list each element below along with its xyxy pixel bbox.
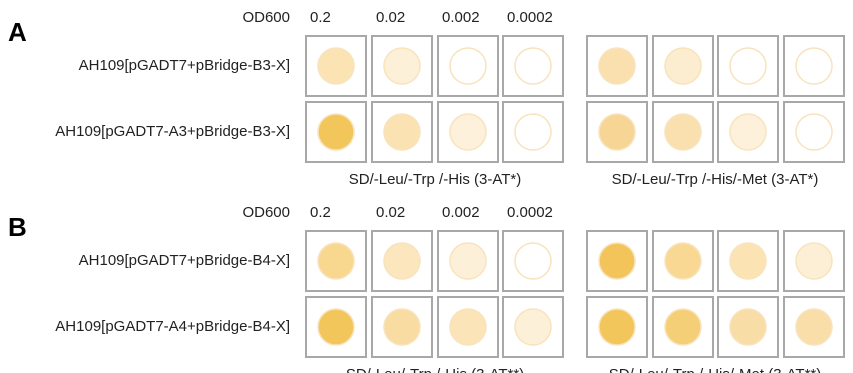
yeast-spot <box>384 114 420 150</box>
yeast-spot <box>450 48 486 84</box>
yeast-spot <box>384 48 420 84</box>
yeast-spot <box>515 114 551 150</box>
yeast-spot <box>450 309 486 345</box>
yeast-spot <box>730 48 766 84</box>
yeast-spot <box>318 243 354 279</box>
yeast-spot <box>599 114 635 150</box>
yeast-spot <box>796 243 832 279</box>
yeast-spot <box>318 48 354 84</box>
yeast-spot <box>599 309 635 345</box>
yeast-spot <box>515 48 551 84</box>
yeast-spot <box>384 243 420 279</box>
yeast-spot <box>796 48 832 84</box>
row-label: AH109[pGADT7+pBridge-B3-X] <box>79 57 290 74</box>
yeast-spot <box>665 114 701 150</box>
media-label: SD/-Leu/-Trp /-His (3-AT**) <box>346 366 524 373</box>
od-label: OD600 <box>242 204 290 221</box>
yeast-spot <box>384 309 420 345</box>
figure: A OD600 0.2 0.02 0.002 0.0002 AH109[pGADT7+pBr… <box>0 0 853 373</box>
yeast-spot <box>665 243 701 279</box>
yeast-spot <box>730 309 766 345</box>
yeast-spot <box>318 309 354 345</box>
row-label: AH109[pGADT7+pBridge-B4-X] <box>79 252 290 269</box>
row-label: AH109[pGADT7-A4+pBridge-B4-X] <box>55 318 290 335</box>
media-label: SD/-Leu/-Trp /-His/-Met (3-AT*) <box>612 171 819 188</box>
media-label: SD/-Leu/-Trp /-His/-Met (3-AT**) <box>609 366 822 373</box>
od-label: OD600 <box>242 9 290 26</box>
yeast-spot <box>796 309 832 345</box>
yeast-spot <box>599 243 635 279</box>
yeast-spot <box>450 243 486 279</box>
dilution-label: 0.02 <box>376 9 405 26</box>
yeast-spot <box>730 114 766 150</box>
yeast-spot <box>450 114 486 150</box>
dilution-label: 0.02 <box>376 204 405 221</box>
yeast-spot <box>515 243 551 279</box>
panel-letter: B <box>8 212 27 242</box>
panel-letter: A <box>8 17 27 47</box>
media-label: SD/-Leu/-Trp /-His (3-AT*) <box>349 171 522 188</box>
dilution-label: 0.002 <box>442 204 480 221</box>
yeast-spot <box>318 114 354 150</box>
yeast-spot <box>730 243 766 279</box>
yeast-spot <box>665 48 701 84</box>
yeast-spot <box>515 309 551 345</box>
dilution-label: 0.2 <box>310 204 331 221</box>
dilution-label: 0.0002 <box>507 9 553 26</box>
yeast-spot <box>599 48 635 84</box>
row-label: AH109[pGADT7-A3+pBridge-B3-X] <box>55 123 290 140</box>
dilution-label: 0.0002 <box>507 204 553 221</box>
dilution-label: 0.002 <box>442 9 480 26</box>
dilution-label: 0.2 <box>310 9 331 26</box>
yeast-spot <box>796 114 832 150</box>
yeast-spot <box>665 309 701 345</box>
